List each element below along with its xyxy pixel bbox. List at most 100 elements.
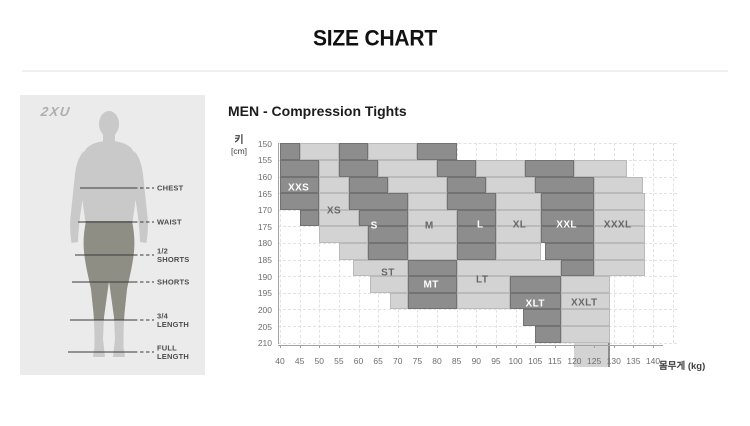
size-region-xl xyxy=(495,226,542,243)
x-tick-label: 105 xyxy=(528,356,543,366)
size-region-xs xyxy=(319,226,369,243)
y-axis-label-korean: 키 xyxy=(234,135,244,146)
size-region-l xyxy=(437,159,477,177)
size-region-s xyxy=(368,242,408,260)
x-tick-label: 130 xyxy=(606,356,621,366)
x-tick-label: 120 xyxy=(567,356,582,366)
measurement-label: WAIST xyxy=(157,218,182,227)
size-region-xs xyxy=(319,159,339,177)
chart-title: MEN - Compression Tights xyxy=(228,103,407,119)
xxlt-overflow-stub xyxy=(574,342,610,367)
size-region-label-xxlt: XXLT xyxy=(571,297,598,309)
x-tick-mark xyxy=(456,344,458,348)
x-tick-mark xyxy=(535,344,537,348)
x-axis-line xyxy=(278,344,663,346)
x-tick-mark xyxy=(319,344,321,348)
size-region-xxlt xyxy=(560,309,610,327)
x-tick-label: 125 xyxy=(586,356,602,366)
size-region-xxxl xyxy=(574,159,628,177)
size-region-xxl xyxy=(541,226,595,243)
x-tick-mark xyxy=(495,344,497,348)
size-region-st xyxy=(389,292,408,310)
size-region-label-st: ST xyxy=(381,267,395,279)
y-tick-label: 165 xyxy=(257,188,272,199)
x-tick-label: 40 xyxy=(275,356,285,366)
size-region-mt xyxy=(407,276,457,293)
size-region-l xyxy=(456,242,496,260)
body-figure-panel: CHEST WAIST 1/2 SHORTS SHORTS 3/4 LENGTH FULL LE… xyxy=(20,95,205,375)
brand-logo: 2XU xyxy=(39,104,72,119)
size-region-xxs xyxy=(299,209,320,227)
page-title: SIZE CHART xyxy=(312,26,437,51)
size-region-xxxl xyxy=(594,259,646,277)
measurement-label: 3/4 LENGTH xyxy=(157,312,189,330)
size-region-l xyxy=(417,143,457,160)
y-axis-label: 키 [cm] xyxy=(224,135,254,157)
size-region-lt xyxy=(456,259,561,277)
y-tick-label: 180 xyxy=(257,238,272,249)
y-tick-label: 205 xyxy=(257,321,272,332)
x-tick-label: 90 xyxy=(471,356,482,366)
size-region-s xyxy=(338,159,379,177)
x-tick-mark xyxy=(554,344,556,348)
size-region-label-m: M xyxy=(424,220,434,232)
size-region-xlt xyxy=(509,276,561,293)
y-axis-label-unit: [cm] xyxy=(230,146,248,156)
header-divider xyxy=(22,70,728,72)
size-region-l xyxy=(446,193,496,210)
body-silhouette: CHEST WAIST 1/2 SHORTS SHORTS 3/4 LENGTH FULL LE… xyxy=(68,111,189,361)
x-tick-mark xyxy=(613,344,615,348)
size-region-xxl xyxy=(545,242,595,260)
gridline-horizontal xyxy=(278,342,677,344)
size-region-xxl xyxy=(560,259,595,277)
gridline-horizontal xyxy=(278,143,677,145)
x-tick-mark xyxy=(515,344,517,348)
x-tick-mark xyxy=(437,344,439,348)
size-region-xl xyxy=(495,242,542,260)
size-region-label-xxxl: XXXL xyxy=(603,219,632,231)
size-region-xxs xyxy=(280,143,300,160)
size-region-label-xl: XL xyxy=(512,219,527,231)
size-region-s xyxy=(348,193,408,210)
x-tick-mark xyxy=(280,344,281,348)
size-region-s xyxy=(368,226,408,243)
x-tick-mark xyxy=(338,344,340,348)
x-tick-label: 80 xyxy=(432,356,442,366)
size-region-xlt xyxy=(509,292,561,310)
tights-shape xyxy=(83,221,135,320)
size-region-mt xyxy=(407,292,457,310)
size-region-m xyxy=(407,193,447,210)
size-region-label-s: S xyxy=(370,220,378,232)
x-tick-label: 75 xyxy=(412,356,423,366)
x-tick-mark xyxy=(476,344,478,348)
size-region-label-lt: LT xyxy=(476,274,489,286)
size-region-lt xyxy=(456,276,510,293)
size-region-xlt xyxy=(523,309,561,327)
size-region-label-xlt: XLT xyxy=(525,298,545,310)
x-tick-mark xyxy=(299,344,301,348)
size-region-xxl xyxy=(535,176,595,194)
size-region-label-xxs: XXS xyxy=(288,182,310,194)
y-tick-label: 150 xyxy=(257,138,272,149)
x-tick-label: 100 xyxy=(508,356,523,366)
x-tick-mark xyxy=(652,344,654,348)
size-region-xxs xyxy=(280,176,320,194)
y-tick-label: 155 xyxy=(257,155,272,166)
x-tick-mark xyxy=(633,344,635,348)
size-region-xl xyxy=(476,159,526,177)
size-region-xs xyxy=(319,209,359,227)
size-region-m xyxy=(407,209,457,227)
x-tick-label: 60 xyxy=(353,356,364,366)
size-region-xxxl xyxy=(594,193,646,210)
size-region-label-xs: XS xyxy=(326,205,342,217)
size-region-xxs xyxy=(280,159,320,177)
x-tick-label: 55 xyxy=(334,356,344,366)
y-tick-label: 190 xyxy=(257,271,272,282)
size-region-label-mt: MT xyxy=(423,279,439,291)
size-region-lt xyxy=(456,292,510,310)
size-region-xxlt xyxy=(560,292,610,310)
size-region-xxxl xyxy=(594,209,646,227)
size-region-label-xxl: XXL xyxy=(556,219,577,231)
size-region-m xyxy=(407,242,457,260)
x-tick-mark xyxy=(574,344,576,348)
